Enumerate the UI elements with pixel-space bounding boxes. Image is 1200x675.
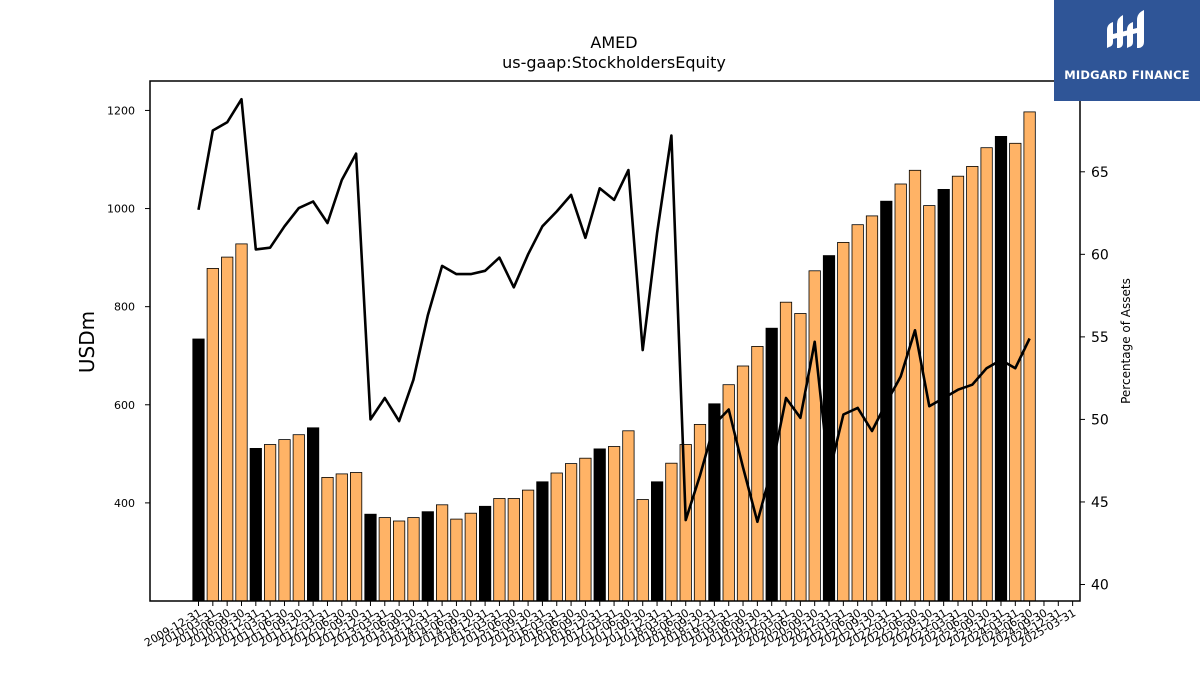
- line-layer: [197, 97, 1031, 524]
- bar: [593, 448, 606, 602]
- y-tick-label: 400: [114, 497, 135, 510]
- bar: [349, 472, 363, 602]
- x-axis: 2009-12-312010-03-312010-06-302010-09-30…: [142, 601, 1078, 650]
- bar: [536, 481, 549, 602]
- left-axis: 400 600 800 1000 1200: [107, 104, 150, 510]
- bar: [779, 301, 793, 602]
- bar: [522, 489, 535, 602]
- bar: [679, 444, 692, 602]
- bar: [865, 215, 879, 602]
- bar: [206, 267, 219, 602]
- bar: [579, 457, 592, 602]
- bar: [364, 513, 377, 602]
- bar: [278, 439, 291, 602]
- y-tick-label: 600: [114, 399, 135, 412]
- y2-tick-label: 45: [1091, 495, 1109, 511]
- bar: [622, 430, 635, 602]
- y2-tick-label: 40: [1091, 577, 1109, 593]
- bar: [994, 135, 1008, 602]
- bar: [292, 434, 305, 602]
- bar: [894, 183, 907, 602]
- plot-frame: [149, 80, 1081, 602]
- bar: [665, 462, 678, 602]
- bar: [550, 472, 563, 602]
- bar: [321, 476, 334, 602]
- y2-axis-label: Percentage of Assets: [1119, 278, 1133, 404]
- bar: [478, 505, 492, 602]
- bar: [263, 444, 277, 602]
- series-line-percentage-of-assets: [197, 97, 1031, 524]
- bar: [235, 243, 248, 602]
- bar: [464, 512, 477, 602]
- bar: [794, 313, 807, 602]
- bar: [249, 447, 262, 602]
- y2-tick-label: 65: [1091, 165, 1109, 181]
- bar: [392, 520, 406, 602]
- bar: [722, 384, 735, 602]
- bar: [1023, 111, 1036, 602]
- bar: [908, 169, 922, 602]
- bar: [192, 338, 205, 602]
- brand-logo: MIDGARD FINANCE: [1054, 0, 1200, 101]
- bar: [565, 463, 578, 602]
- bar: [221, 256, 234, 602]
- y2-tick-label: 60: [1091, 247, 1109, 263]
- y-tick-label: 1000: [107, 203, 135, 216]
- bar: [808, 270, 821, 602]
- bar: [751, 345, 764, 602]
- bar: [306, 427, 320, 602]
- y-axis-label: USDm: [75, 311, 99, 373]
- bar: [708, 403, 721, 602]
- brand-mark-icon: [1107, 10, 1144, 48]
- bar: [407, 517, 420, 602]
- right-axis: 40 45 50 55 60 65: [1080, 165, 1109, 593]
- bar: [1009, 142, 1022, 602]
- bar: [608, 446, 621, 602]
- bar: [693, 423, 707, 602]
- bar: [378, 517, 391, 602]
- bar: [493, 498, 506, 602]
- bar: [651, 481, 664, 602]
- bar: [837, 241, 850, 602]
- chart-subtitle: us-gaap:StockholdersEquity: [502, 53, 726, 72]
- bar: [450, 518, 463, 602]
- y-tick-label: 800: [114, 301, 135, 314]
- bar: [636, 499, 649, 602]
- chart-title: AMED: [590, 33, 637, 52]
- y2-tick-label: 50: [1091, 412, 1109, 428]
- y-tick-label: 1200: [107, 104, 135, 117]
- y2-tick-label: 55: [1091, 330, 1109, 346]
- bars-layer: [192, 111, 1036, 602]
- bar: [507, 498, 520, 602]
- bar: [435, 504, 449, 602]
- bar: [421, 511, 434, 602]
- bar: [335, 473, 348, 602]
- brand-name: MIDGARD FINANCE: [1064, 68, 1190, 82]
